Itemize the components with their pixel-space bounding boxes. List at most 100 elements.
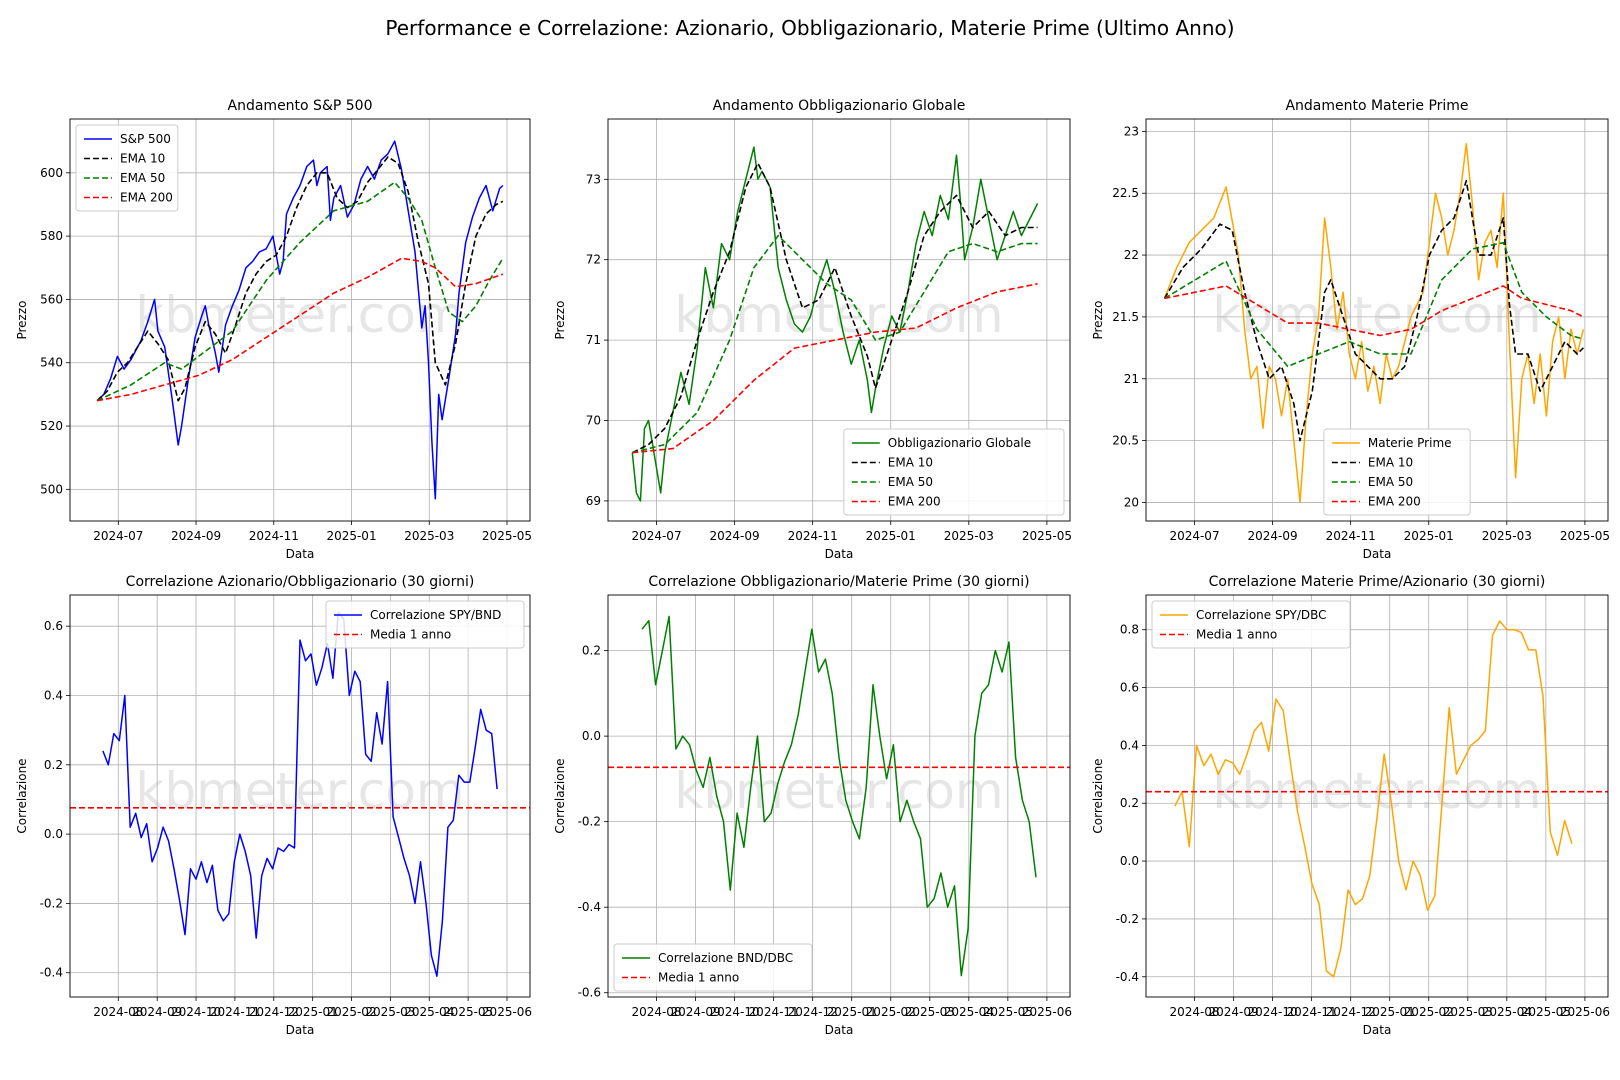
x-tick-label: 2025-05 (1560, 529, 1610, 543)
x-tick-label: 2025-01 (326, 529, 376, 543)
subplot-title: Andamento Obbligazionario Globale (713, 98, 966, 114)
x-tick-label: 2025-06 (1560, 1005, 1610, 1019)
series-line-ema-200 (632, 283, 1038, 454)
y-tick-label: 22 (1124, 248, 1139, 262)
legend-box (843, 428, 1065, 516)
x-axis-label: Data (825, 547, 854, 561)
y-tick-label: 0.2 (582, 644, 601, 658)
legend-label: EMA 10 (1368, 456, 1413, 470)
y-tick-label: 20.5 (1112, 434, 1139, 448)
x-tick-label: 2024-07 (93, 529, 143, 543)
x-tick-label: 2024-09 (1208, 1005, 1258, 1019)
series-line-correlazione-spy-dbc (1174, 620, 1573, 978)
legend-label: Correlazione SPY/BND (370, 608, 501, 622)
series-line-obbligazionario-globale (631, 146, 1039, 502)
y-tick-label: 0.4 (44, 689, 63, 703)
y-tick-label: 71 (586, 333, 601, 347)
series-line-ema-10 (96, 156, 504, 402)
x-tick-label: 2024-12 (1326, 1005, 1376, 1019)
x-tick-label: 2025-06 (482, 1005, 532, 1019)
legend-label: EMA 50 (888, 475, 933, 489)
legend-label: EMA 200 (888, 495, 941, 509)
y-tick-label: 23 (1124, 124, 1139, 138)
x-tick-label: 2024-09 (710, 529, 760, 543)
series-line-ema-10 (631, 162, 1038, 454)
legend: Correlazione SPY/BND Media 1 anno (325, 600, 525, 649)
y-tick-label: -0.2 (40, 896, 63, 910)
y-tick-label: -0.2 (1116, 912, 1139, 926)
legend-label: EMA 10 (888, 456, 933, 470)
y-tick-label: -0.4 (40, 966, 63, 980)
subplot-title: Correlazione Azionario/Obbligazionario (… (126, 574, 475, 590)
legend: S&P 500 EMA 10 EMA 50 EMA 200 (75, 124, 179, 212)
legend-label: S&P 500 (120, 132, 171, 146)
y-tick-label: 73 (586, 172, 601, 186)
y-tick-label: 520 (40, 419, 63, 433)
x-tick-label: 2024-09 (670, 1005, 720, 1019)
legend-label: Media 1 anno (1196, 628, 1277, 642)
axes-frame (69, 594, 531, 998)
figure-suptitle: Performance e Correlazione: Azionario, O… (385, 16, 1235, 40)
y-axis-label: Correlazione (1091, 758, 1105, 833)
legend-box (75, 124, 179, 212)
y-tick-label: 22.5 (1112, 186, 1139, 200)
x-tick-label: 2024-07 (631, 529, 681, 543)
chart-panel-corr-bnd-dbc: kbmeter.com-0.6-0.4-0.20.00.22024-082024… (553, 574, 1072, 1037)
x-axis-label: Data (1363, 1023, 1392, 1037)
x-tick-label: 2025-04 (404, 1005, 454, 1019)
y-tick-label: 0.6 (44, 619, 63, 633)
legend: Materie Prime EMA 10 EMA 50 EMA 200 (1323, 428, 1471, 516)
x-axis-label: Data (825, 1023, 854, 1037)
watermark-text: kbmeter.com (135, 762, 464, 820)
x-tick-label: 2024-10 (171, 1005, 221, 1019)
y-tick-label: 20 (1124, 495, 1139, 509)
series-line-ema-50 (1164, 241, 1584, 368)
chart-panel-sp500: kbmeter.com 500 520 540 560 580 600 2024-07 2024… (15, 98, 532, 561)
x-tick-label: 2025-06 (1022, 1005, 1072, 1019)
x-tick-label: 2025-05 (983, 1005, 1033, 1019)
axes-frame (1145, 594, 1609, 998)
x-tick-label: 2025-02 (1404, 1005, 1454, 1019)
x-tick-label: 2024-11 (249, 529, 299, 543)
series-line-ema-50 (632, 234, 1038, 454)
y-tick-label: 600 (40, 166, 63, 180)
y-axis-label: Correlazione (15, 758, 29, 833)
series-line-ema-200 (1164, 285, 1584, 337)
y-axis-label: Prezzo (15, 300, 29, 339)
x-tick-label: 2024-10 (710, 1005, 760, 1019)
x-tick-label: 2025-05 (1022, 529, 1072, 543)
axes-frame (607, 594, 1071, 998)
x-tick-label: 2024-12 (788, 1005, 838, 1019)
y-tick-label: 0.8 (1120, 623, 1139, 637)
x-tick-label: 2024-09 (171, 529, 221, 543)
x-tick-label: 2024-07 (1169, 529, 1219, 543)
axes-frame (607, 118, 1071, 522)
x-tick-label: 2024-12 (249, 1005, 299, 1019)
x-tick-label: 2024-11 (210, 1005, 260, 1019)
axes-frame (1145, 118, 1609, 522)
legend-label: Correlazione SPY/DBC (1196, 608, 1327, 622)
legend-box (613, 943, 813, 992)
x-tick-label: 2025-03 (365, 1005, 415, 1019)
x-tick-label: 2025-05 (1521, 1005, 1571, 1019)
y-tick-label: 0.0 (1120, 854, 1139, 868)
x-tick-label: 2025-05 (482, 529, 532, 543)
y-axis-label: Prezzo (1091, 300, 1105, 339)
y-tick-label: 0.0 (582, 729, 601, 743)
legend-box (1323, 428, 1471, 516)
x-tick-label: 2025-03 (1482, 529, 1532, 543)
legend-label: Materie Prime (1368, 436, 1452, 450)
y-tick-label: 560 (40, 292, 63, 306)
x-tick-label: 2025-03 (944, 529, 994, 543)
x-tick-label: 2024-11 (749, 1005, 799, 1019)
legend-label: EMA 200 (120, 191, 173, 205)
chart-panel-corr-spy-dbc: kbmeter.com-0.4-0.20.00.20.40.60.82024-0… (1091, 574, 1610, 1037)
y-tick-label: 540 (40, 356, 63, 370)
subplot-title: Andamento S&P 500 (228, 98, 373, 114)
x-tick-label: 2024-08 (93, 1005, 143, 1019)
legend-box (1151, 600, 1351, 649)
x-tick-label: 2024-11 (1326, 529, 1376, 543)
y-tick-label: 500 (40, 482, 63, 496)
